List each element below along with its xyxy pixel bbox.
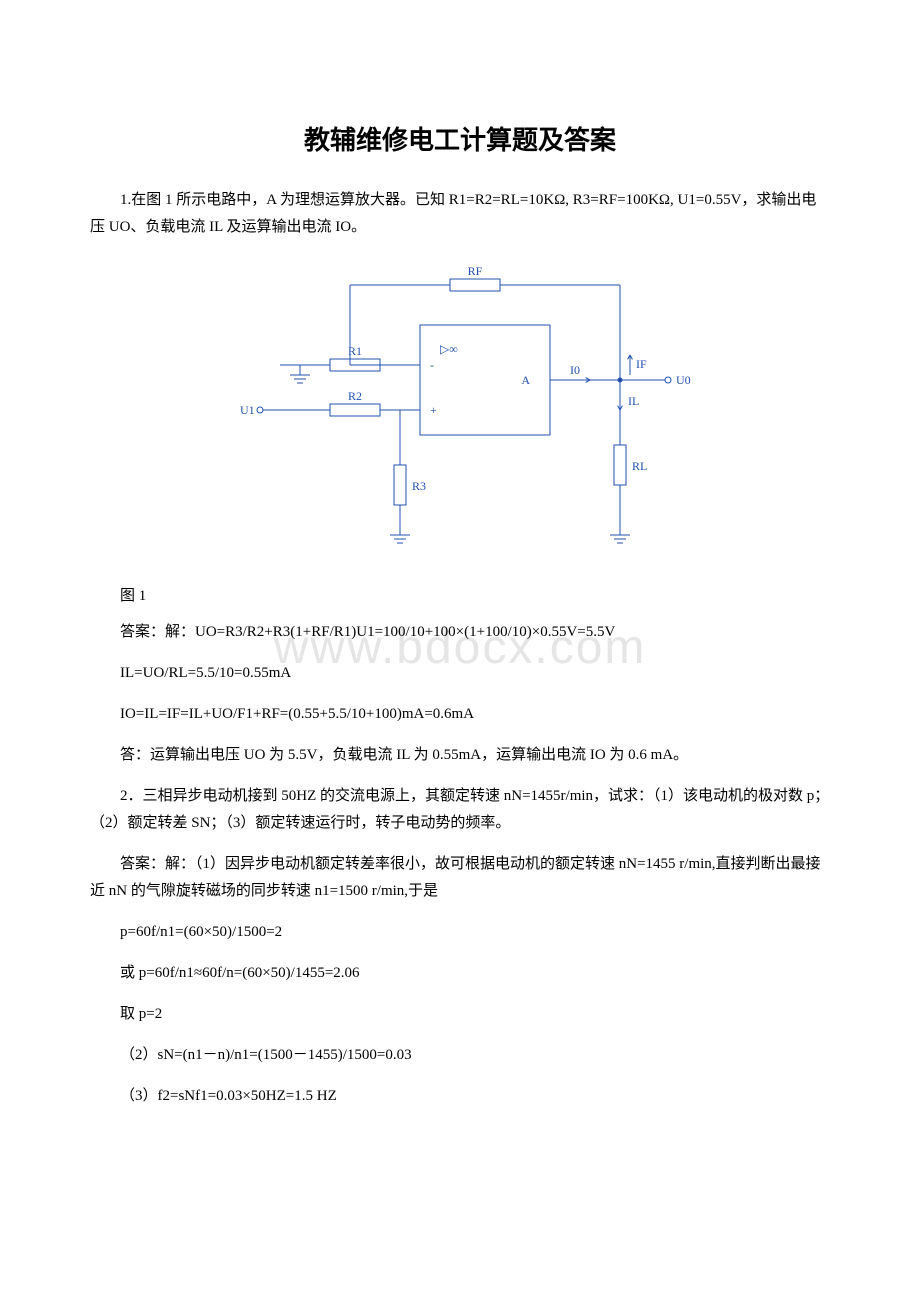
svg-text:U0: U0 [676,373,691,387]
answer-1-summary: 答：运算输出电压 UO 为 5.5V，负载电流 IL 为 0.55mA，运算输出… [90,742,830,769]
circuit-svg: ▷∞A-+R1U1R2R3I0RFIFILRLU0 [220,255,700,565]
svg-text:-: - [430,358,434,372]
svg-text:+: + [430,403,437,417]
svg-text:RF: RF [468,264,483,278]
document-content: 教辅维修电工计算题及答案 1.在图 1 所示电路中，A 为理想运算放大器。已知 … [90,120,830,1110]
svg-text:I0: I0 [570,363,580,377]
figure-1-label: 图 1 [90,584,830,605]
svg-text:▷∞: ▷∞ [440,342,458,356]
svg-text:RL: RL [632,459,647,473]
answer-2-line-1: p=60f/n1=(60×50)/1500=2 [90,919,830,946]
answer-2-line-2: 或 p=60f/n1≈60f/n=(60×50)/1455=2.06 [90,960,830,987]
svg-text:IL: IL [628,394,639,408]
answer-1-line-2: IL=UO/RL=5.5/10=0.55mA [90,660,830,687]
answer-1-line-3: IO=IL=IF=IL+UO/F1+RF=(0.55+5.5/10+100)mA… [90,701,830,728]
svg-text:R2: R2 [348,389,362,403]
svg-text:R3: R3 [412,479,426,493]
svg-text:U1: U1 [240,403,255,417]
answer-2-line-4: （2）sN=(n1－n)/n1=(1500－1455)/1500=0.03 [90,1042,830,1069]
answer-2-line-5: （3）f2=sNf1=0.03×50HZ=1.5 HZ [90,1083,830,1110]
circuit-diagram: ▷∞A-+R1U1R2R3I0RFIFILRLU0 [90,255,830,570]
problem-2-text: 2．三相异步电动机接到 50HZ 的交流电源上，其额定转速 nN=1455r/m… [90,783,830,837]
document-title: 教辅维修电工计算题及答案 [90,120,830,157]
svg-text:A: A [521,373,530,387]
circuit-group: ▷∞A-+R1U1R2R3I0RFIFILRLU0 [240,264,691,543]
answer-2-line-3: 取 p=2 [90,1001,830,1028]
problem-1-text: 1.在图 1 所示电路中，A 为理想运算放大器。已知 R1=R2=RL=10KΩ… [90,187,830,241]
answer-2-intro: 答案：解：（1）因异步电动机额定转差率很小，故可根据电动机的额定转速 nN=14… [90,851,830,905]
answer-1-line-1: 答案：解：UO=R3/R2+R3(1+RF/R1)U1=100/10+100×(… [90,619,830,646]
svg-text:IF: IF [636,357,647,371]
